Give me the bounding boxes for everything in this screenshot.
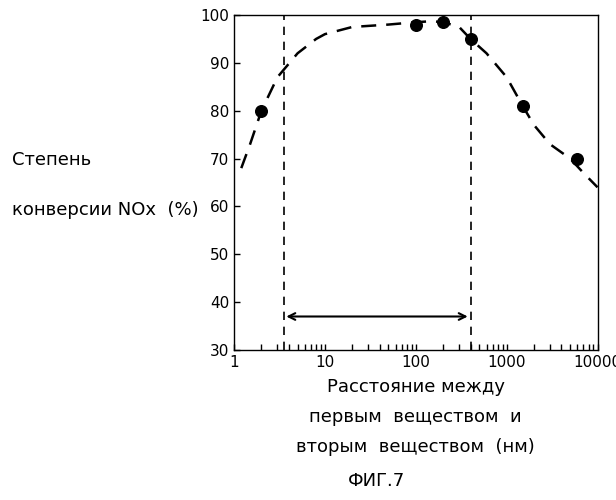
Text: конверсии NOx  (%): конверсии NOx (%) [12, 201, 199, 219]
Point [411, 20, 421, 28]
Text: первым  веществом  и: первым веществом и [309, 408, 522, 426]
Text: ФИГ.7: ФИГ.7 [348, 472, 405, 490]
Point [572, 154, 582, 162]
Text: вторым  веществом  (нм): вторым веществом (нм) [296, 438, 535, 456]
Text: Степень: Степень [12, 151, 92, 169]
Point [438, 18, 448, 26]
Point [517, 102, 527, 110]
Text: Расстояние между: Расстояние между [327, 378, 505, 396]
Point [466, 35, 476, 43]
Point [256, 106, 266, 114]
